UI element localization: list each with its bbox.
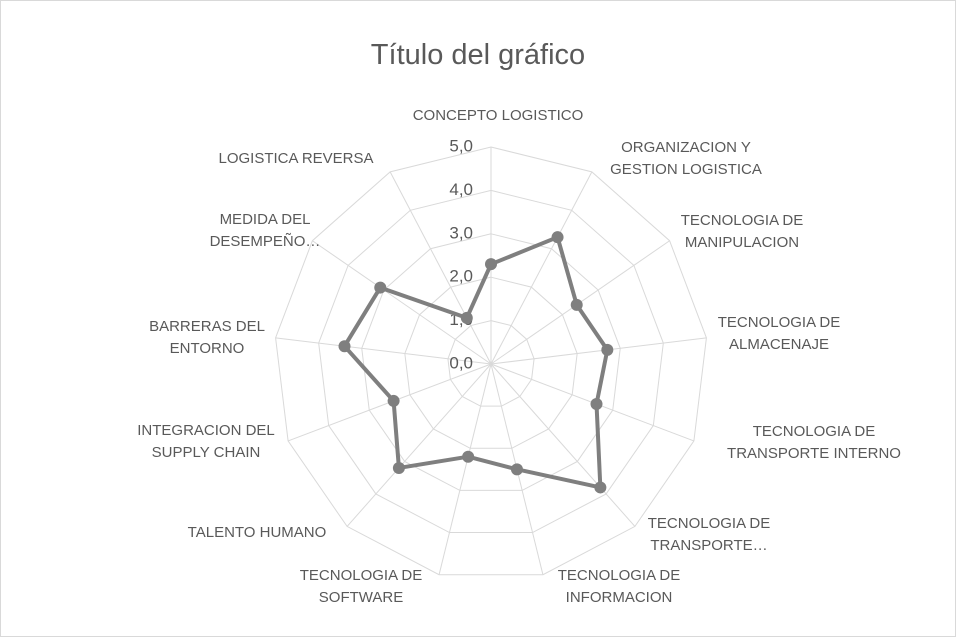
r-tick-label: 5,0 [449, 136, 473, 155]
spoke [438, 363, 492, 575]
spoke [490, 363, 636, 527]
marker [570, 298, 583, 311]
category-label: TECNOLOGIA DE TRANSPORTE… [647, 515, 771, 554]
series-line [342, 235, 610, 490]
marker [338, 340, 351, 353]
marker [374, 281, 387, 294]
category-label: LOGISTICA REVERSA [218, 150, 374, 167]
spoke [312, 240, 492, 365]
category-label: TECNOLOGIA DE SOFTWARE [299, 567, 423, 606]
category-label: TECNOLOGIA DE INFORMACION [557, 567, 681, 606]
spoke [490, 337, 707, 365]
chart-title: Título del gráfico [370, 39, 586, 71]
marker [510, 463, 523, 476]
marker [462, 450, 475, 463]
grid-ring [318, 189, 664, 534]
marker [594, 481, 607, 494]
marker [601, 343, 614, 356]
r-tick-label: 4,0 [449, 180, 473, 199]
marker [387, 394, 400, 407]
marker [460, 311, 473, 324]
spoke [389, 171, 492, 365]
marker [392, 461, 405, 474]
category-label: TECNOLOGIA DE ALMACENAJE [717, 314, 841, 353]
r-tick-label: 0,0 [449, 353, 473, 372]
grid-ring [275, 146, 707, 576]
marker [590, 398, 603, 411]
category-label: TALENTO HUMANO [187, 524, 327, 541]
category-label: MEDIDA DEL DESEMPEÑO… [209, 211, 321, 250]
r-tick-label: 2,0 [449, 267, 473, 286]
category-label: CONCEPTO LOGISTICO [412, 107, 584, 124]
marker [485, 258, 497, 271]
grid-ring [404, 276, 578, 449]
category-label: TECNOLOGIA DE TRANSPORTE INTERNO [727, 423, 901, 462]
r-tick-label: 3,0 [449, 223, 473, 242]
category-label: ORGANIZACION Y GESTION LOGISTICA [610, 139, 762, 178]
spoke [490, 171, 593, 365]
category-label: INTEGRACION DEL SUPPLY CHAIN [137, 422, 275, 461]
marker [551, 231, 564, 244]
grid-ring [447, 320, 535, 407]
category-label: BARRERAS DEL ENTORNO [149, 318, 265, 357]
spoke [346, 363, 492, 527]
grid-ring [361, 233, 621, 491]
category-label: TECNOLOGIA DE MANIPULACION [680, 212, 804, 251]
spoke [275, 337, 492, 365]
